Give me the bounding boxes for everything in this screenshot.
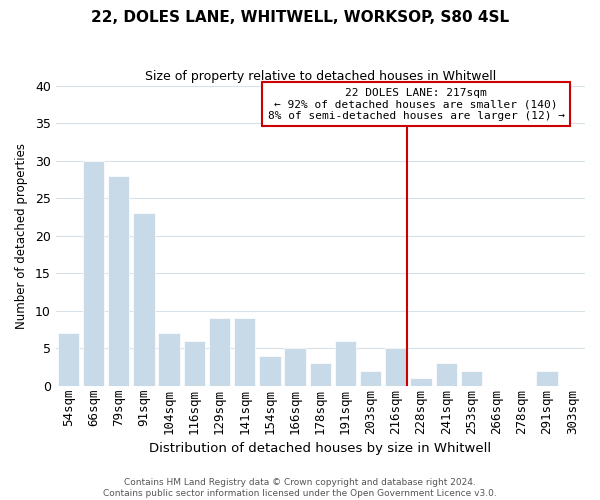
Bar xyxy=(158,334,180,386)
Bar xyxy=(436,364,457,386)
Bar xyxy=(184,341,205,386)
Text: Contains HM Land Registry data © Crown copyright and database right 2024.
Contai: Contains HM Land Registry data © Crown c… xyxy=(103,478,497,498)
X-axis label: Distribution of detached houses by size in Whitwell: Distribution of detached houses by size … xyxy=(149,442,491,455)
Bar xyxy=(234,318,256,386)
Bar xyxy=(259,356,281,386)
Y-axis label: Number of detached properties: Number of detached properties xyxy=(15,142,28,328)
Bar xyxy=(536,371,558,386)
Bar xyxy=(209,318,230,386)
Bar xyxy=(310,364,331,386)
Bar xyxy=(133,213,155,386)
Bar xyxy=(284,348,306,386)
Bar xyxy=(108,176,130,386)
Bar xyxy=(410,378,432,386)
Text: 22, DOLES LANE, WHITWELL, WORKSOP, S80 4SL: 22, DOLES LANE, WHITWELL, WORKSOP, S80 4… xyxy=(91,10,509,25)
Bar xyxy=(461,371,482,386)
Text: 22 DOLES LANE: 217sqm
← 92% of detached houses are smaller (140)
8% of semi-deta: 22 DOLES LANE: 217sqm ← 92% of detached … xyxy=(268,88,565,121)
Bar xyxy=(58,334,79,386)
Title: Size of property relative to detached houses in Whitwell: Size of property relative to detached ho… xyxy=(145,70,496,83)
Bar xyxy=(360,371,382,386)
Bar xyxy=(83,160,104,386)
Bar xyxy=(385,348,407,386)
Bar xyxy=(335,341,356,386)
